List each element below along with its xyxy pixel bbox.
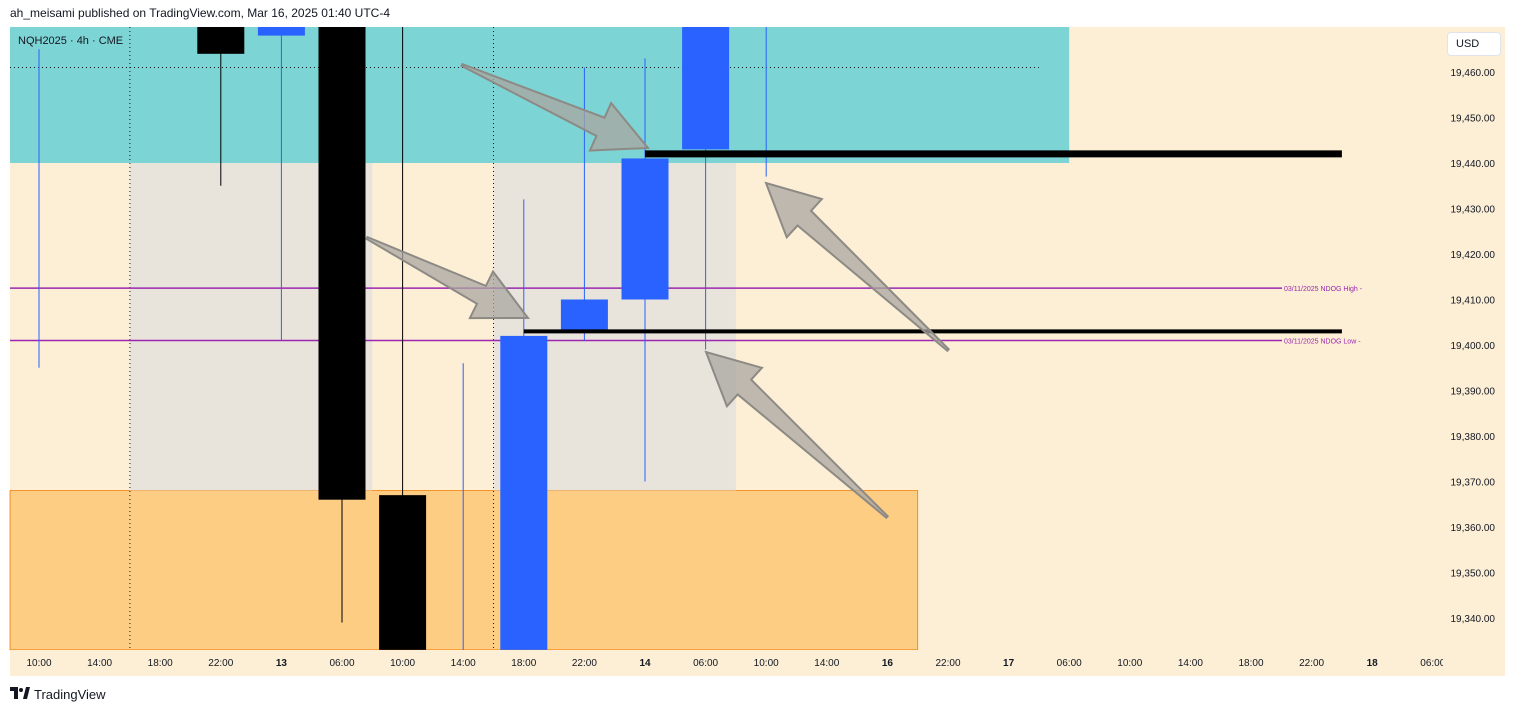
- candle-body[interactable]: [379, 495, 427, 650]
- time-tick-label: 18:00: [148, 658, 173, 669]
- annotation-arrow[interactable]: [365, 235, 531, 320]
- time-tick-label: 22:00: [208, 658, 233, 669]
- symbol-label: NQH2025 · 4h · CME: [18, 35, 124, 47]
- time-tick-label: 10:00: [1117, 658, 1142, 669]
- time-tick-label: 06:00: [329, 658, 354, 669]
- candle-body[interactable]: [197, 27, 245, 54]
- time-tick-label: 14:00: [451, 658, 476, 669]
- price-tick-label: 19,410.00: [1451, 296, 1496, 307]
- price-tick-label: 19,390.00: [1451, 387, 1496, 398]
- price-tick-label: 19,380.00: [1451, 432, 1496, 443]
- axis-corner: [1443, 650, 1505, 676]
- price-tick-label: 19,420.00: [1451, 250, 1496, 261]
- time-tick-label: 13: [276, 658, 288, 669]
- price-tick-label: 19,360.00: [1451, 523, 1496, 534]
- price-tick-label: 19,340.00: [1451, 614, 1496, 625]
- price-tick-label: 19,430.00: [1451, 205, 1496, 216]
- price-tick-label: 19,450.00: [1451, 114, 1496, 125]
- candle-body[interactable]: [560, 299, 608, 332]
- time-tick-label: 22:00: [1299, 658, 1324, 669]
- footer-brand[interactable]: TradingView: [10, 685, 106, 703]
- price-tick-label: 19,370.00: [1451, 478, 1496, 489]
- time-tick-label: 06:00: [693, 658, 718, 669]
- annotation-arrow[interactable]: [704, 350, 890, 520]
- price-tick-label: 19,350.00: [1451, 569, 1496, 580]
- candle-body[interactable]: [682, 27, 730, 150]
- candle-body[interactable]: [621, 158, 669, 300]
- time-tick-label: 14:00: [87, 658, 112, 669]
- time-tick-label: 10:00: [390, 658, 415, 669]
- annotation-arrow[interactable]: [460, 62, 651, 152]
- currency-button[interactable]: USD: [1448, 33, 1500, 55]
- time-tick-label: 10:00: [26, 658, 51, 669]
- time-tick-label: 14:00: [1178, 658, 1203, 669]
- time-tick-label: 16: [882, 658, 894, 669]
- price-tick-label: 19,440.00: [1451, 159, 1496, 170]
- time-tick-label: 22:00: [572, 658, 597, 669]
- time-tick-label: 10:00: [754, 658, 779, 669]
- candle-body[interactable]: [500, 335, 548, 650]
- price-tick-label: 19,460.00: [1451, 68, 1496, 79]
- time-tick-label: 06:00: [1420, 658, 1445, 669]
- ndog-level-label: 03/11/2025 NDOG High -: [1284, 286, 1363, 293]
- time-tick-label: 14: [639, 658, 651, 669]
- time-tick-label: 06:00: [1057, 658, 1082, 669]
- footer-brand-name: TradingView: [34, 686, 106, 702]
- time-tick-label: 14:00: [814, 658, 839, 669]
- ndog-level-label: 03/11/2025 NDOG Low -: [1284, 338, 1361, 345]
- annotation-arrow[interactable]: [764, 181, 951, 353]
- time-tick-label: 17: [1003, 658, 1015, 669]
- tradingview-logo-icon: [10, 687, 30, 699]
- candle-body[interactable]: [318, 27, 366, 500]
- time-axis[interactable]: [10, 650, 1505, 676]
- time-tick-label: 18: [1367, 658, 1379, 669]
- time-tick-label: 22:00: [935, 658, 960, 669]
- price-tick-label: 19,400.00: [1451, 341, 1496, 352]
- orange-zone: [9, 490, 919, 651]
- time-tick-label: 18:00: [511, 658, 536, 669]
- time-tick-label: 18:00: [1238, 658, 1263, 669]
- candle-body[interactable]: [257, 27, 305, 36]
- publisher-header: ah_meisami published on TradingView.com,…: [10, 6, 390, 20]
